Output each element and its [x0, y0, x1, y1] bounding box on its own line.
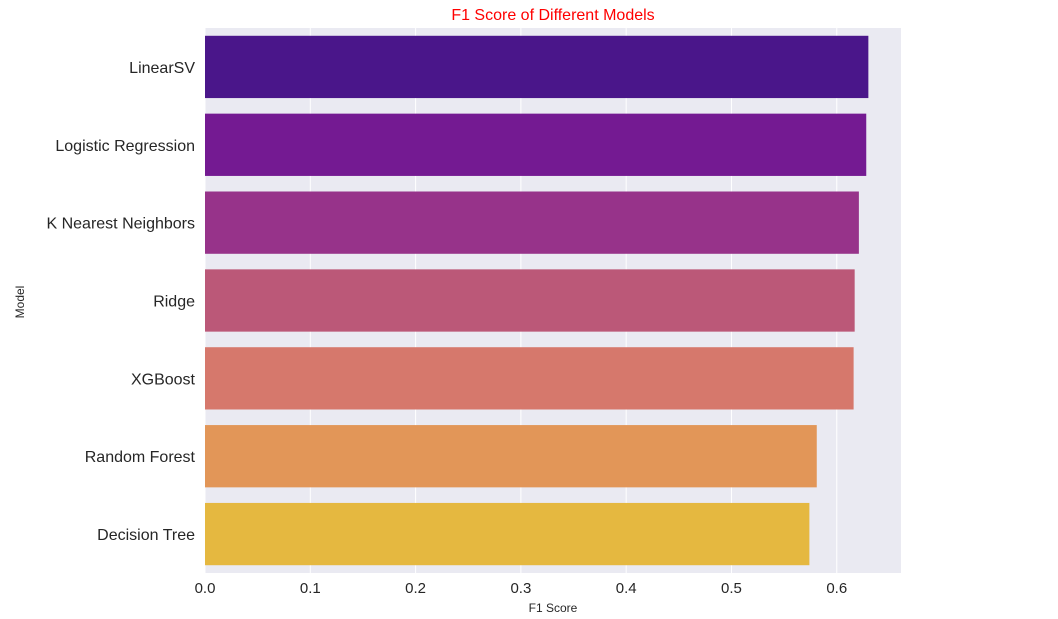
x-tick-label: 0.3: [510, 580, 531, 597]
category-label: Ridge: [153, 294, 195, 311]
bar: [205, 425, 817, 488]
x-tick-label: 0.4: [616, 580, 637, 597]
bar: [205, 113, 867, 176]
bar: [205, 191, 859, 254]
x-tick-label: 0.0: [195, 580, 216, 597]
x-tick-label: 0.6: [826, 580, 847, 597]
bar: [205, 347, 854, 410]
bar: [205, 502, 810, 566]
category-label: LinearSV: [129, 60, 195, 77]
bars: [205, 35, 869, 566]
y-axis-label: Model: [13, 286, 27, 319]
category-label: Random Forest: [85, 449, 196, 466]
category-label: XGBoost: [131, 371, 196, 388]
bar: [205, 269, 855, 332]
x-axis-label: F1 Score: [529, 601, 578, 615]
x-tick-label: 0.2: [405, 580, 426, 597]
category-label: Logistic Regression: [55, 138, 195, 155]
chart-title: F1 Score of Different Models: [451, 7, 654, 24]
category-label: K Nearest Neighbors: [46, 216, 195, 233]
category-labels: LinearSV Logistic Regression K Nearest Nei…: [46, 60, 195, 544]
x-tick-label: 0.5: [721, 580, 742, 597]
x-tick-label: 0.1: [300, 580, 321, 597]
category-label: Decision Tree: [97, 527, 195, 544]
bar: [205, 35, 869, 99]
x-tick-labels: 0.0 0.1 0.2 0.3 0.4 0.5 0.6: [195, 580, 848, 597]
